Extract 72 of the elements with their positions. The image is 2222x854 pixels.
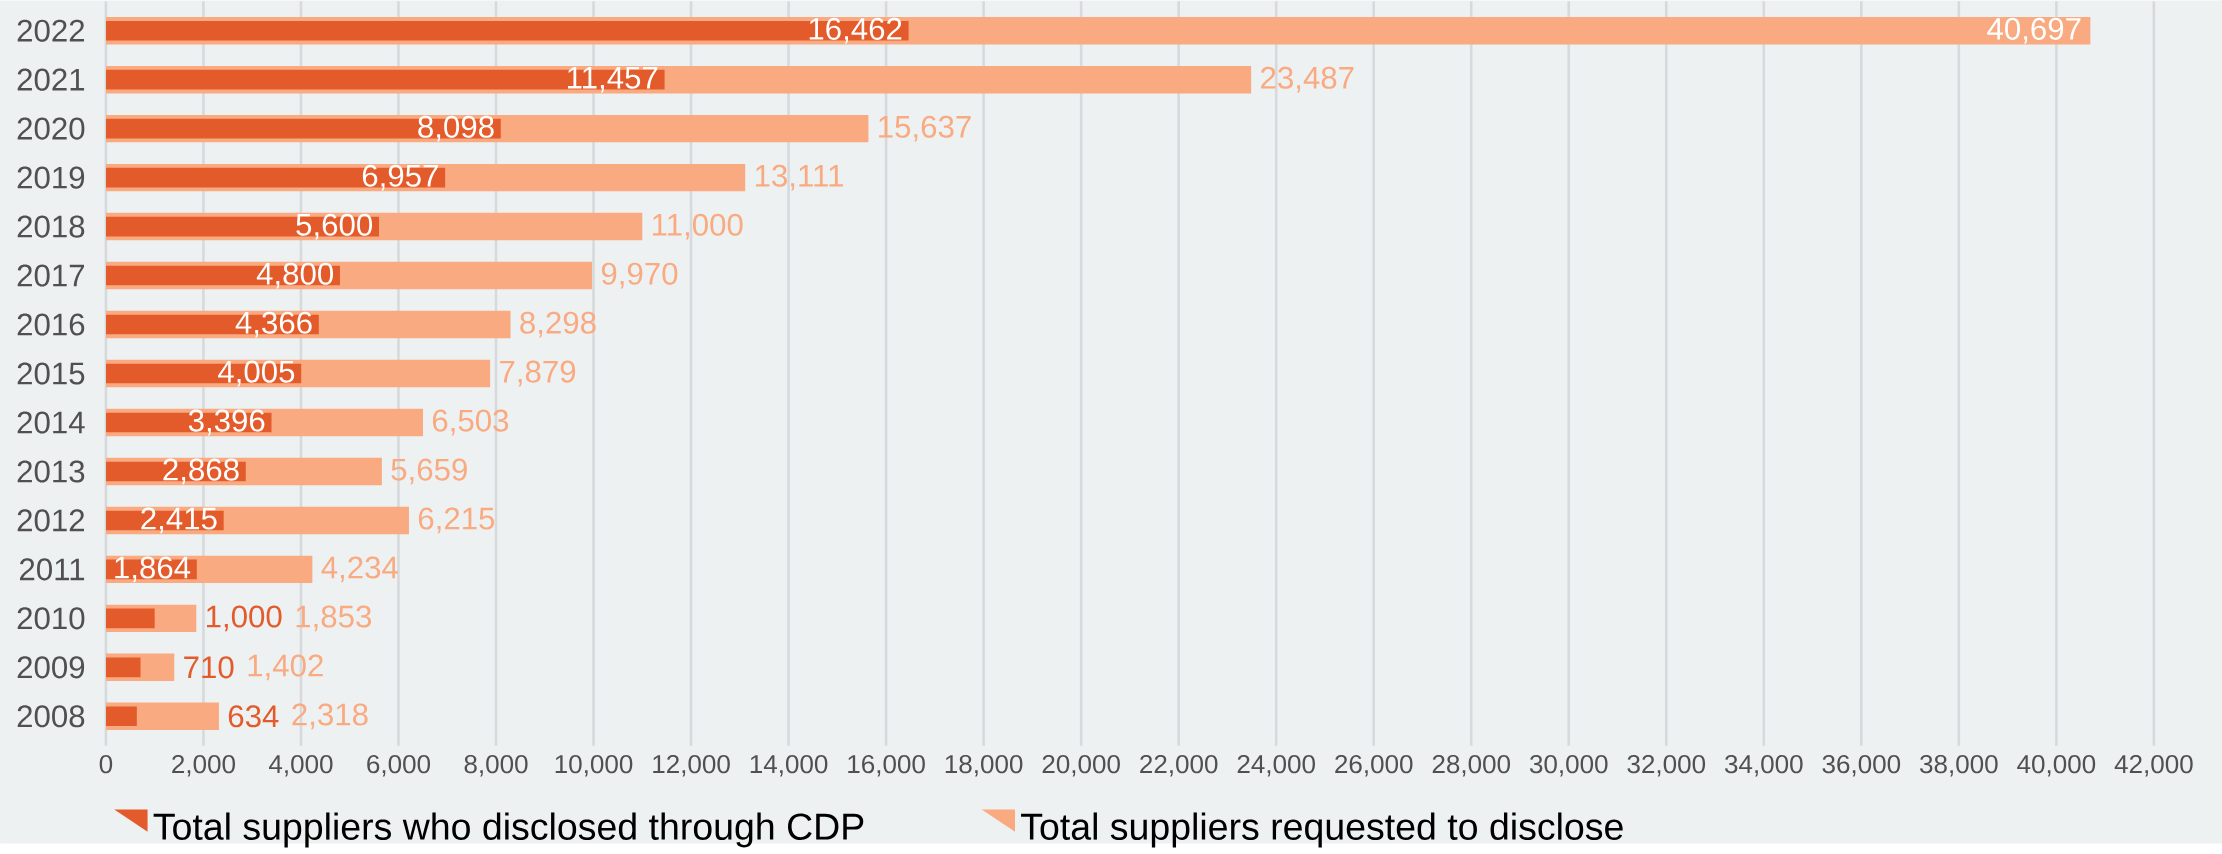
x-tick-label: 34,000 [1724,754,1803,777]
x-tick-label: 26,000 [1335,754,1413,777]
text: 2,415 [141,507,217,534]
y-tick-label: 2015 [17,362,85,385]
text: 8,298 [520,311,596,338]
text: 3,396 [188,409,265,436]
y-tick-label: 2020 [17,117,85,140]
x-tick-label: 40,000 [2017,754,2096,777]
y-tick-label: 2014 [17,411,85,434]
y-tick-label: 2012 [17,509,85,532]
bar [105,706,137,727]
legend-label: Total suppliers requested to disclose [1021,812,1623,848]
y-tick-label: 2021 [17,68,85,91]
x-tick-label: 6,000 [367,754,431,777]
text: 11,000 [652,213,743,240]
text: 2,868 [163,458,239,485]
x-tick-label: 42,000 [2114,754,2193,777]
x-tick-label: 30,000 [1529,754,1608,777]
text: 1,000 [206,605,282,632]
legend-label: Total suppliers who disclosed through CDP [153,812,864,848]
x-tick-label: 18,000 [945,754,1023,777]
text: 15,637 [879,115,971,142]
text: 634 [228,705,279,728]
text: 23,487 [1261,66,1354,93]
y-tick-label: 2011 [19,558,85,581]
x-tick-label: 16,000 [848,754,925,777]
text: 1,402 [248,654,323,681]
x-tick-label: 14,000 [750,754,828,777]
text: 5,659 [391,458,467,485]
x-tick-label: 28,000 [1432,754,1511,777]
x-tick-label: 0 [99,754,113,774]
text: 2,318 [292,703,368,730]
x-tick-label: 36,000 [1822,754,1901,777]
x-tick-label: 20,000 [1042,754,1120,777]
text: 6,215 [418,507,495,534]
bar [105,657,141,678]
text: 6,503 [432,409,509,436]
y-tick-label: 2016 [17,313,85,336]
text: 13,111 [755,164,843,191]
y-tick-label: 2008 [17,705,85,728]
text: 5,600 [296,213,373,240]
x-tick-label: 4,000 [269,754,333,777]
text: 8,098 [418,115,494,142]
x-tick-label: 32,000 [1627,754,1706,777]
x-tick-label: 12,000 [653,754,730,777]
x-tick-label: 22,000 [1140,754,1218,777]
text: 1,864 [115,556,191,583]
text: 7,879 [500,360,576,387]
x-tick-label: 10,000 [555,754,633,777]
y-tick-label: 2018 [17,215,85,238]
y-tick-label: 2017 [17,264,85,287]
x-tick-label: 38,000 [1920,754,1998,777]
text: 9,970 [601,262,678,289]
text: 6,957 [362,164,438,191]
text: 4,005 [218,360,295,387]
text: 4,366 [235,311,312,338]
y-tick-label: 2009 [17,656,85,679]
x-tick-label: 8,000 [464,754,528,777]
text: 4,234 [321,556,398,583]
y-tick-label: 2019 [17,166,85,189]
x-tick-label: 24,000 [1237,754,1315,777]
text: 40,697 [1987,17,2081,44]
x-tick-label: 2,000 [172,754,235,777]
text: 16,462 [809,17,902,44]
y-tick-label: 2010 [17,607,85,630]
text: 710 [184,656,234,679]
text: 11,457 [567,66,658,93]
y-tick-label: 2022 [17,19,85,42]
y-tick-label: 2013 [17,460,85,483]
bar [105,608,155,629]
text: 4,800 [256,262,334,289]
text: 1,853 [296,605,372,632]
